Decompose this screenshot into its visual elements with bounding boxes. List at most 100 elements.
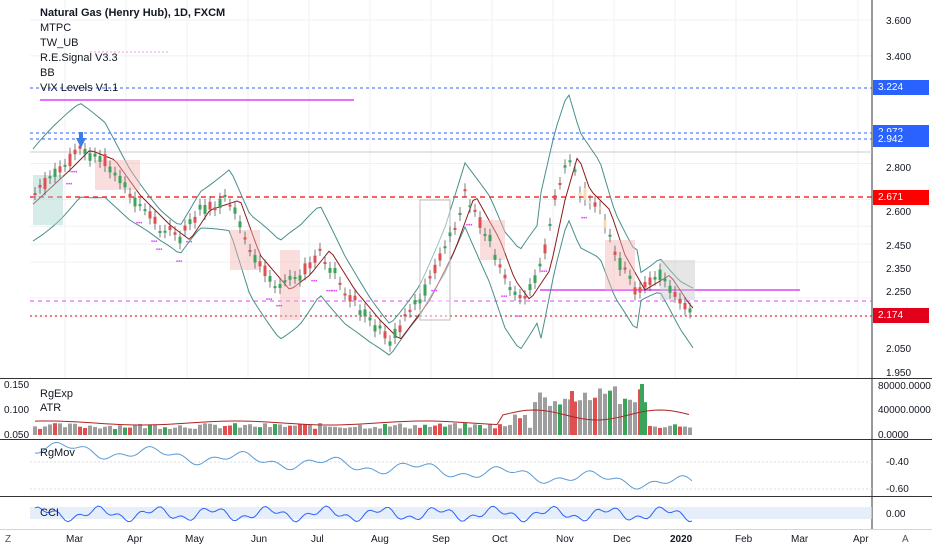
candle-body bbox=[473, 209, 477, 212]
candle-body bbox=[573, 169, 577, 172]
signal-dots: ••• bbox=[66, 182, 72, 188]
chart-legend: Natural Gas (Henry Hub), 1D, FXCM MTPC T… bbox=[40, 6, 225, 96]
candle-body bbox=[528, 284, 532, 291]
rgmov-canvas[interactable] bbox=[0, 440, 932, 496]
rgmov-pane[interactable]: RgMov -0.40 -0.60 bbox=[0, 440, 932, 496]
candle-body bbox=[43, 177, 47, 190]
candle-body bbox=[353, 295, 357, 301]
cci-canvas[interactable] bbox=[0, 497, 932, 530]
price-tag-2671: 2.671 bbox=[873, 190, 929, 205]
rgmov-title[interactable]: RgMov bbox=[40, 447, 75, 459]
indicator-vix-levels[interactable]: VIX Levels V1.1 bbox=[40, 82, 119, 94]
volume-bar bbox=[288, 425, 292, 435]
volume-bar bbox=[683, 426, 687, 435]
candle-body bbox=[428, 276, 432, 279]
price-tag-2174: 2.174 bbox=[873, 308, 929, 323]
time-label: Oct bbox=[492, 534, 508, 545]
volume-bar bbox=[603, 393, 607, 435]
pane-divider[interactable] bbox=[0, 496, 932, 497]
candle-body bbox=[683, 303, 687, 310]
rgexp-left-tick: 0.150 bbox=[4, 380, 30, 391]
candle-body bbox=[618, 258, 622, 270]
candle-body bbox=[118, 175, 122, 184]
volume-bar bbox=[238, 427, 242, 435]
volume-canvas[interactable] bbox=[0, 379, 932, 439]
candle-body bbox=[508, 287, 512, 291]
volume-bar bbox=[303, 423, 307, 435]
symbol-title[interactable]: Natural Gas (Henry Hub), 1D, FXCM bbox=[40, 7, 226, 19]
volume-bar bbox=[138, 423, 142, 435]
price-chart-pane[interactable]: ••• ••• ••• ••• ••• ••• ••• ••• ••• ••• ••• ••• ••• •… bbox=[0, 0, 932, 379]
candle-body bbox=[593, 202, 597, 207]
volume-bar bbox=[88, 425, 92, 435]
price-chart-canvas[interactable]: •••••••••••••••••••••••••••••••••••• ••••… bbox=[0, 0, 932, 378]
volume-bar bbox=[248, 424, 252, 435]
volume-bar bbox=[348, 427, 352, 435]
volume-bar bbox=[323, 426, 327, 435]
cci-title[interactable]: CCI bbox=[40, 507, 59, 519]
atr-title[interactable]: ATR bbox=[40, 402, 62, 414]
rgexp-atr-pane[interactable]: 0.150 0.100 0.050 RgExp ATR 80000.0000 4… bbox=[0, 379, 932, 441]
time-axis[interactable]: Z Mar Apr May Jun Jul Aug Sep Oct Nov De… bbox=[0, 530, 932, 550]
volume-bar bbox=[668, 425, 672, 435]
volume-bar bbox=[153, 425, 157, 435]
candle-body bbox=[193, 216, 197, 223]
indicator-tw-ub[interactable]: TW_UB bbox=[40, 37, 79, 49]
candle-body bbox=[348, 295, 352, 302]
pane-divider[interactable] bbox=[0, 378, 932, 379]
volume-bar bbox=[643, 402, 647, 435]
signal-dots: ••• bbox=[431, 289, 437, 295]
candle-body bbox=[128, 193, 132, 198]
candle-body bbox=[283, 280, 287, 283]
volume-bar bbox=[593, 397, 597, 435]
price-tick: 2.250 bbox=[886, 287, 912, 298]
volume-bar bbox=[528, 427, 532, 435]
volume-bar bbox=[338, 427, 342, 435]
pane-divider[interactable] bbox=[0, 439, 932, 440]
volume-bar bbox=[273, 424, 277, 435]
cci-pane[interactable]: CCI 0.00 bbox=[0, 497, 932, 530]
indicator-bb[interactable]: BB bbox=[40, 67, 55, 79]
candle-body bbox=[143, 209, 147, 212]
volume-bar bbox=[203, 423, 207, 435]
volume-bar bbox=[428, 426, 432, 435]
candle-body bbox=[538, 263, 542, 267]
volume-bar bbox=[478, 425, 482, 435]
volume-bar bbox=[448, 424, 452, 435]
volume-bar bbox=[108, 425, 112, 435]
auto-scale-button[interactable]: A bbox=[902, 534, 909, 545]
candle-body bbox=[423, 284, 427, 296]
candle-body bbox=[398, 325, 402, 333]
candle-body bbox=[293, 277, 297, 280]
volume-bar bbox=[223, 425, 227, 435]
candle-body bbox=[648, 277, 652, 285]
candle-body bbox=[213, 207, 217, 211]
price-tick: 2.350 bbox=[886, 264, 912, 275]
volume-bar bbox=[283, 426, 287, 435]
volume-bar bbox=[583, 392, 587, 435]
candle-body bbox=[558, 182, 562, 185]
candle-body bbox=[318, 248, 322, 251]
candle-body bbox=[628, 275, 632, 279]
volume-bar bbox=[33, 426, 37, 435]
volume-bar bbox=[633, 402, 637, 435]
candle-body bbox=[278, 284, 282, 289]
volume-bar bbox=[383, 423, 387, 435]
indicator-re-signal[interactable]: R.E.Signal V3.3 bbox=[40, 52, 118, 64]
volume-bar bbox=[628, 399, 632, 435]
volume-bar bbox=[258, 427, 262, 435]
signal-dots: ••• bbox=[156, 248, 162, 254]
candle-body bbox=[613, 251, 617, 255]
volume-bar bbox=[578, 400, 582, 435]
volume-bar bbox=[318, 423, 322, 435]
volume-bar bbox=[183, 427, 187, 435]
volume-bar bbox=[488, 424, 492, 435]
rgexp-title[interactable]: RgExp bbox=[40, 388, 74, 400]
candle-body bbox=[313, 255, 317, 263]
candle-body bbox=[378, 325, 382, 329]
time-label: Feb bbox=[735, 534, 753, 545]
candle-body bbox=[183, 225, 187, 231]
candle-body bbox=[383, 331, 387, 339]
indicator-mtpc[interactable]: MTPC bbox=[40, 22, 72, 34]
timezone-button[interactable]: Z bbox=[5, 534, 12, 545]
